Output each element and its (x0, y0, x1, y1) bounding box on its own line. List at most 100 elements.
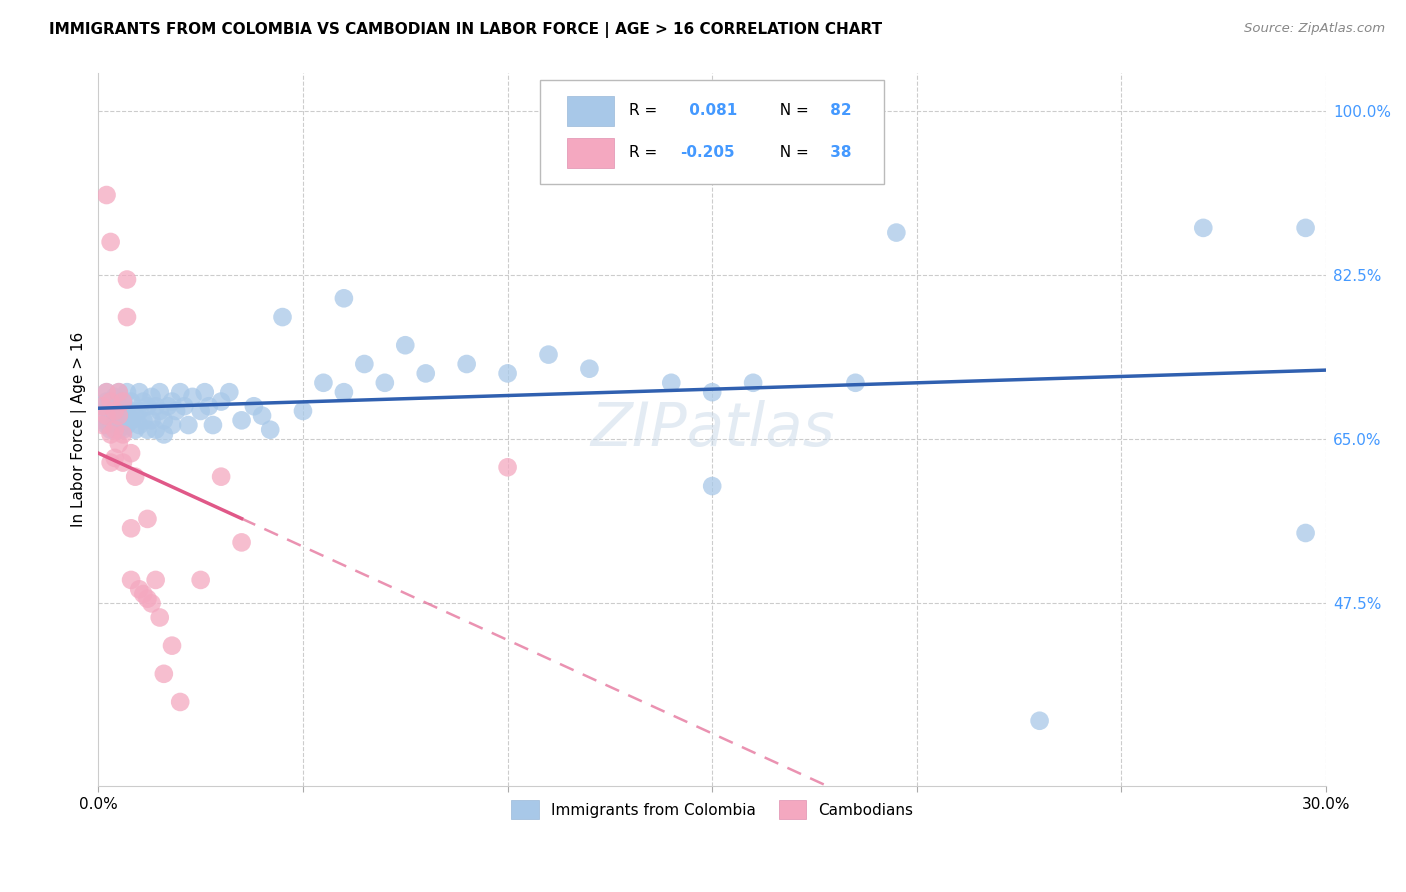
Point (145, 573, 167, 587)
Point (108, 409, 131, 423)
Point (156, 399, 179, 413)
Point (115, 417, 138, 432)
Point (104, 417, 127, 432)
Point (153, 666, 176, 681)
Point (120, 521, 142, 535)
Point (115, 272, 138, 286)
Point (149, 385, 172, 400)
Point (120, 413, 142, 427)
Point (100, 423, 122, 437)
Point (374, 376, 396, 390)
Point (96, 385, 118, 400)
Point (496, 460, 519, 475)
Point (160, 639, 183, 653)
Text: 82: 82 (825, 103, 852, 119)
FancyBboxPatch shape (540, 80, 884, 184)
Point (190, 573, 212, 587)
Point (96, 394, 118, 409)
Point (104, 390, 127, 404)
Point (333, 291, 356, 305)
Point (333, 385, 356, 400)
Point (115, 310, 138, 324)
Point (124, 469, 146, 483)
Point (844, 376, 866, 390)
Text: ZIPatlas: ZIPatlas (591, 401, 835, 459)
Point (209, 394, 232, 409)
Point (96, 417, 118, 432)
Point (496, 367, 519, 381)
Point (128, 417, 150, 432)
Text: 38: 38 (825, 145, 852, 161)
Point (250, 409, 273, 423)
Point (177, 417, 200, 432)
Point (111, 413, 134, 427)
Text: N =: N = (770, 145, 808, 161)
Point (100, 394, 122, 409)
Point (100, 427, 122, 442)
Point (1295, 526, 1317, 541)
Point (96, 409, 118, 423)
Point (194, 385, 217, 400)
Point (578, 361, 600, 376)
Point (100, 409, 122, 423)
Point (104, 404, 127, 418)
Point (190, 404, 212, 418)
Point (149, 610, 172, 624)
Point (1192, 220, 1215, 235)
Point (271, 310, 294, 324)
Point (742, 376, 765, 390)
Point (160, 394, 183, 409)
Point (111, 456, 134, 470)
Point (169, 385, 191, 400)
Point (96, 385, 118, 400)
FancyBboxPatch shape (568, 95, 614, 126)
Y-axis label: In Labor Force | Age > 16: In Labor Force | Age > 16 (72, 332, 87, 527)
Point (169, 695, 191, 709)
Point (128, 404, 150, 418)
Point (149, 404, 172, 418)
Point (537, 348, 560, 362)
Legend: Immigrants from Colombia, Cambodians: Immigrants from Colombia, Cambodians (505, 795, 920, 825)
Point (108, 399, 131, 413)
Point (181, 390, 204, 404)
Point (100, 456, 122, 470)
Point (120, 573, 142, 587)
Point (91, 399, 114, 413)
Point (111, 394, 134, 409)
Point (124, 423, 146, 437)
Point (128, 582, 150, 597)
Point (243, 399, 266, 413)
Point (153, 427, 176, 442)
Text: Source: ZipAtlas.com: Source: ZipAtlas.com (1244, 22, 1385, 36)
Point (100, 235, 122, 249)
Point (153, 413, 176, 427)
Point (108, 437, 131, 451)
Point (659, 376, 682, 390)
Point (415, 367, 437, 381)
Point (456, 357, 478, 371)
Point (115, 385, 138, 400)
Point (108, 385, 131, 400)
Point (160, 417, 183, 432)
Point (108, 423, 131, 437)
Point (145, 399, 167, 413)
Point (108, 409, 131, 423)
Point (132, 413, 155, 427)
Point (104, 423, 127, 437)
FancyBboxPatch shape (568, 138, 614, 168)
Point (136, 399, 159, 413)
Point (218, 385, 240, 400)
Point (132, 394, 155, 409)
Point (111, 423, 134, 437)
Point (198, 399, 221, 413)
Point (231, 535, 253, 549)
Point (1028, 714, 1050, 728)
Text: N =: N = (770, 103, 808, 119)
Text: -0.205: -0.205 (681, 145, 735, 161)
Point (120, 394, 142, 409)
Point (108, 385, 131, 400)
Point (231, 413, 253, 427)
Point (145, 423, 167, 437)
Point (291, 404, 314, 418)
Point (702, 479, 724, 493)
